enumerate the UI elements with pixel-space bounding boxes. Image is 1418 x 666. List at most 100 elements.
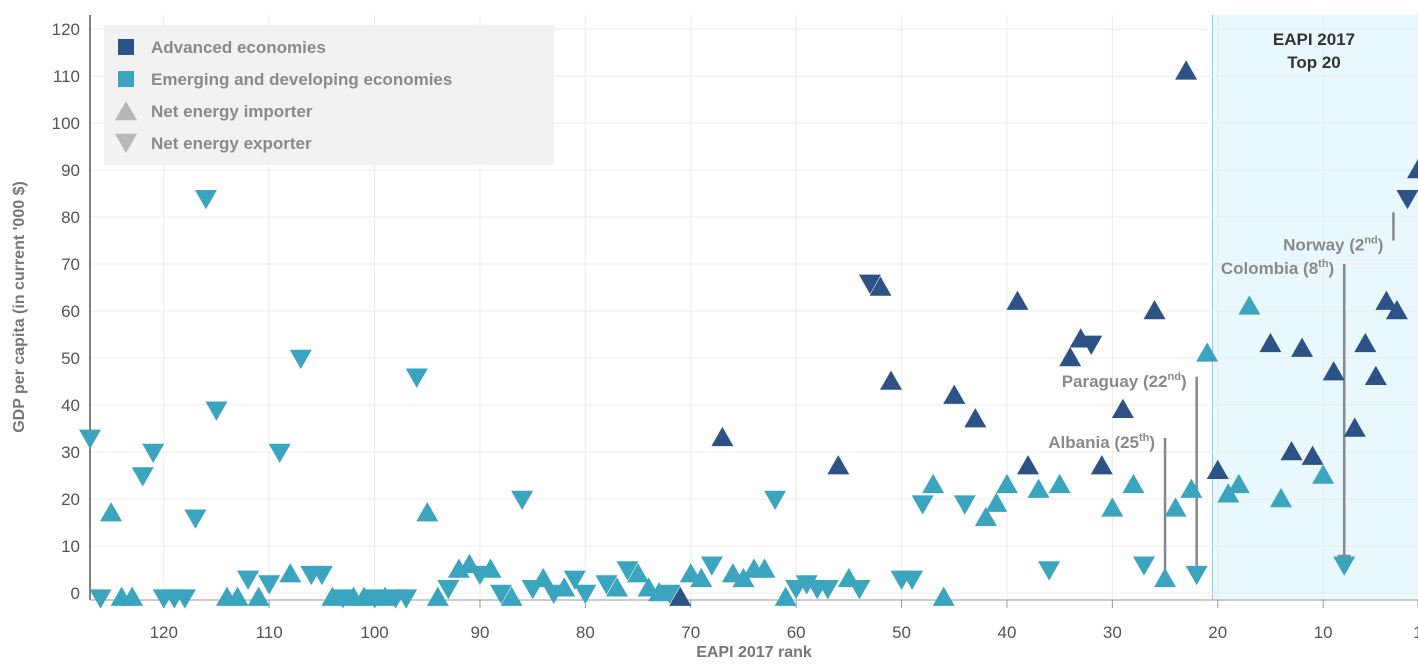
advanced-point [1291, 337, 1314, 357]
emerging-point [1154, 567, 1177, 588]
emerging-point [974, 506, 997, 527]
legend-label: Emerging and developing economies [151, 70, 452, 89]
emerging-point [1164, 497, 1187, 517]
y-tick-label: 60 [61, 302, 80, 321]
y-tick-label: 30 [61, 443, 80, 462]
emerging-point [911, 495, 934, 515]
annotation-rank-suffix: nd [1364, 235, 1377, 247]
x-tick-label: 60 [787, 623, 806, 642]
advanced-point [1017, 455, 1040, 475]
advanced-point [1301, 445, 1324, 465]
emerging-point [605, 577, 628, 597]
emerging-point [363, 589, 386, 609]
annotation-label-albania: Albania (25th) [1048, 432, 1155, 452]
emerging-point [142, 443, 165, 463]
legend-label: Net energy importer [151, 102, 313, 121]
y-tick-label: 0 [71, 584, 80, 603]
emerging-point [764, 490, 787, 510]
emerging-point [785, 580, 808, 600]
emerging-point [447, 558, 470, 578]
annotation-rank-suffix: th [1318, 258, 1329, 270]
emerging-point [1038, 561, 1061, 581]
legend: Advanced economies Emerging and developin… [104, 25, 554, 165]
emerging-point [100, 502, 123, 522]
emerging-point [89, 589, 112, 609]
advanced-point [711, 426, 734, 447]
emerging-point [321, 586, 344, 606]
emerging-point [152, 589, 175, 609]
emerging-point [437, 580, 460, 600]
advanced-point [1206, 459, 1229, 480]
annotation-label-norway: Norway (2nd) [1283, 235, 1383, 255]
emerging-point [1312, 464, 1335, 484]
emerging-point [1333, 556, 1356, 576]
advanced-point [1006, 290, 1029, 310]
legend-swatch [118, 39, 134, 55]
legend-box [104, 25, 554, 165]
advanced-point [869, 276, 892, 296]
emerging-point [563, 570, 586, 590]
legend-label: Advanced economies [151, 38, 326, 57]
annotation-rank-suffix: nd [1168, 371, 1181, 383]
advanced-point [1143, 300, 1166, 320]
y-tick-label: 10 [61, 537, 80, 556]
advanced-point [1111, 398, 1134, 418]
emerging-point [79, 429, 101, 449]
emerging-point [1269, 487, 1292, 508]
emerging-point [521, 580, 544, 600]
advanced-point [1090, 455, 1113, 475]
x-tick-label: 1 [1413, 623, 1418, 642]
advanced-point [1259, 332, 1282, 353]
emerging-point [405, 368, 428, 388]
annotations: Norway (2nd) Colombia (8th) Paraguay (22nd… [1048, 212, 1395, 579]
emerging-point [837, 567, 860, 588]
emerging-point [511, 490, 534, 510]
emerging-point [774, 586, 797, 606]
emerging-point [1185, 565, 1208, 586]
x-tick-label: 10 [1314, 623, 1333, 642]
y-tick-label: 110 [53, 67, 80, 86]
emerging-point [658, 584, 681, 604]
annotation-close-paren: ) [1378, 236, 1384, 255]
emerging-point [985, 492, 1008, 512]
emerging-point [194, 190, 217, 210]
x-tick-label: 120 [150, 623, 178, 642]
emerging-point [110, 586, 133, 606]
legend-label: Net energy exporter [151, 134, 312, 153]
advanced-point [1343, 417, 1366, 437]
emerging-point [268, 443, 291, 463]
emerging-point [995, 473, 1018, 494]
data-points [79, 60, 1418, 609]
emerging-point [216, 586, 239, 606]
x-tick-label: 110 [256, 623, 283, 642]
x-tick-label: 80 [576, 623, 595, 642]
annotation-label-paraguay: Paraguay (22nd) [1062, 371, 1187, 391]
top20-label-line2: Top 20 [1287, 53, 1341, 72]
emerging-point [426, 586, 449, 606]
advanced-point [1280, 440, 1303, 461]
advanced-point [1396, 190, 1418, 210]
advanced-point [858, 274, 881, 294]
legend-swatch [115, 133, 137, 153]
y-tick-label: 50 [61, 349, 80, 368]
emerging-point [1048, 473, 1071, 494]
emerging-point [1132, 556, 1155, 576]
emerging-point [743, 558, 765, 578]
x-tick-label: 50 [892, 623, 911, 642]
annotation-close-paren: ) [1181, 372, 1187, 391]
x-tick-label: 90 [471, 623, 490, 642]
advanced-point [1407, 159, 1418, 179]
emerging-point [595, 575, 618, 595]
y-tick-label: 80 [61, 208, 80, 227]
emerging-point [1238, 295, 1261, 315]
emerging-point [490, 584, 513, 604]
emerging-point [627, 563, 650, 583]
emerging-point [300, 565, 323, 586]
y-tick-label: 20 [61, 490, 80, 509]
advanced-point [964, 408, 987, 428]
emerging-point [1027, 478, 1050, 498]
advanced-point [1364, 365, 1387, 386]
emerging-point [342, 586, 365, 606]
emerging-point [416, 502, 439, 522]
